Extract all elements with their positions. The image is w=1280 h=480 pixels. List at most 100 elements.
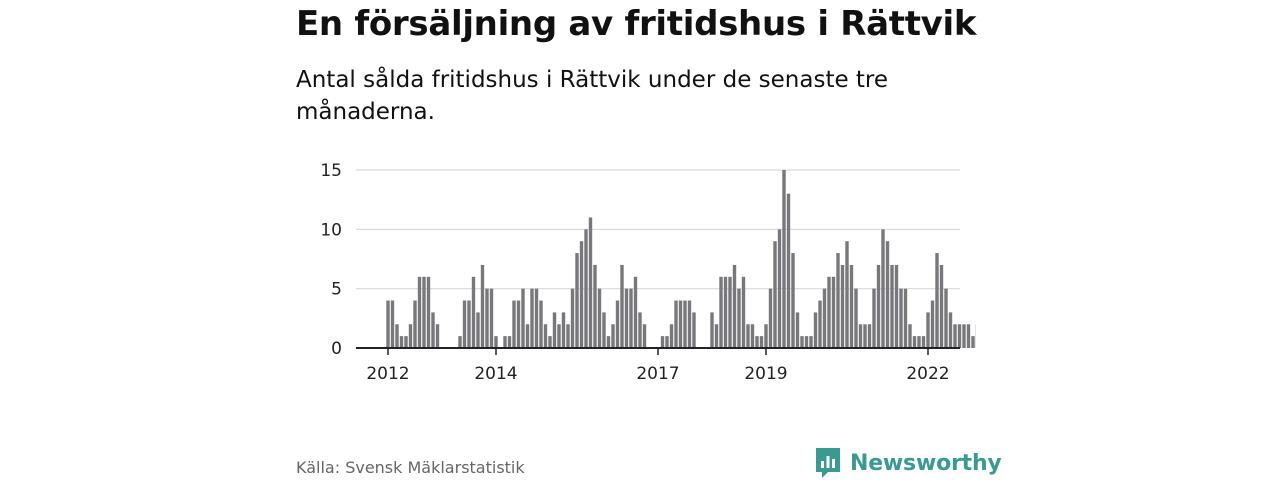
bar xyxy=(386,300,390,348)
x-tick-label: 2012 xyxy=(366,364,409,384)
bar xyxy=(804,336,809,348)
bar xyxy=(462,300,467,348)
y-tick-label: 0 xyxy=(331,339,342,359)
y-gridlines xyxy=(356,169,960,290)
bar xyxy=(435,324,440,348)
bar xyxy=(791,253,795,348)
bar xyxy=(687,300,692,348)
bar xyxy=(822,288,827,348)
y-axis-ticks: 0 5 10 15 xyxy=(320,161,342,359)
bar xyxy=(534,288,539,348)
bar xyxy=(390,300,395,348)
bar xyxy=(876,264,881,348)
bar xyxy=(782,170,786,348)
x-tick-label: 2022 xyxy=(906,364,949,384)
bar xyxy=(948,312,953,348)
bar xyxy=(629,288,633,348)
bar xyxy=(606,336,611,348)
bar xyxy=(890,264,894,348)
y-tick-label: 10 xyxy=(320,220,342,240)
bar xyxy=(561,312,566,348)
bar xyxy=(863,324,867,348)
bar xyxy=(939,264,944,348)
bar xyxy=(714,324,719,348)
bar xyxy=(881,229,885,348)
x-tick-label: 2014 xyxy=(474,364,517,384)
bar xyxy=(539,300,543,348)
bar xyxy=(903,288,908,348)
bar xyxy=(431,312,435,348)
newsworthy-logo-icon xyxy=(816,448,840,478)
bar xyxy=(759,336,764,348)
bar xyxy=(899,288,903,348)
brand-logo: Newsworthy xyxy=(814,446,1002,480)
y-tick-label: 15 xyxy=(320,161,342,181)
source-note: Källa: Svensk Mäklarstatistik xyxy=(296,458,525,477)
bar xyxy=(719,276,723,348)
bar xyxy=(800,336,804,348)
bar xyxy=(467,300,471,348)
chart-title: En försäljning av fritidshus i Rättvik xyxy=(296,4,977,44)
bar xyxy=(611,324,615,348)
bar xyxy=(777,229,782,348)
bar xyxy=(737,288,741,348)
bar xyxy=(917,336,921,348)
bar xyxy=(399,336,404,348)
bar xyxy=(516,300,521,348)
bar xyxy=(836,253,840,348)
bar xyxy=(395,324,399,348)
bar xyxy=(579,241,584,348)
x-axis-ticks: 201220142017201920222024 xyxy=(366,348,950,384)
bar xyxy=(827,276,831,348)
bar xyxy=(584,229,588,348)
bar xyxy=(764,324,768,348)
bar xyxy=(669,324,674,348)
bar xyxy=(926,312,930,348)
bar xyxy=(732,264,737,348)
x-tick-label: 2017 xyxy=(636,364,679,384)
bar xyxy=(494,336,498,348)
bar xyxy=(507,336,512,348)
x-tick-label: 2019 xyxy=(744,364,787,384)
bar xyxy=(588,217,593,348)
bar xyxy=(503,336,507,348)
bar xyxy=(750,324,755,348)
bar xyxy=(620,264,624,348)
bar xyxy=(521,288,525,348)
bar xyxy=(597,288,602,348)
bar xyxy=(678,300,683,348)
bar xyxy=(575,253,579,348)
bar xyxy=(849,264,854,348)
bar xyxy=(710,312,714,348)
bar xyxy=(813,312,818,348)
bar xyxy=(845,241,849,348)
bar xyxy=(426,276,431,348)
bar xyxy=(602,312,606,348)
bar xyxy=(768,288,773,348)
bar xyxy=(665,336,669,348)
bar xyxy=(741,276,746,348)
bar xyxy=(593,264,597,348)
bar xyxy=(795,312,800,348)
bar xyxy=(471,276,476,348)
bar xyxy=(723,276,728,348)
bar xyxy=(543,324,548,348)
bar xyxy=(885,241,890,348)
bar xyxy=(755,336,759,348)
bar xyxy=(566,324,570,348)
bar xyxy=(912,336,917,348)
bar xyxy=(953,324,957,348)
bar xyxy=(962,324,966,348)
bar xyxy=(633,276,638,348)
bar xyxy=(552,312,557,348)
bar xyxy=(944,288,948,348)
bar xyxy=(858,324,863,348)
chart-card: En försäljning av fritidshus i Rättvik A… xyxy=(296,0,1002,480)
bar xyxy=(854,288,858,348)
bar xyxy=(548,336,552,348)
bar xyxy=(489,288,494,348)
bar xyxy=(638,312,642,348)
bar xyxy=(512,300,516,348)
bar xyxy=(683,300,687,348)
bar xyxy=(867,324,872,348)
